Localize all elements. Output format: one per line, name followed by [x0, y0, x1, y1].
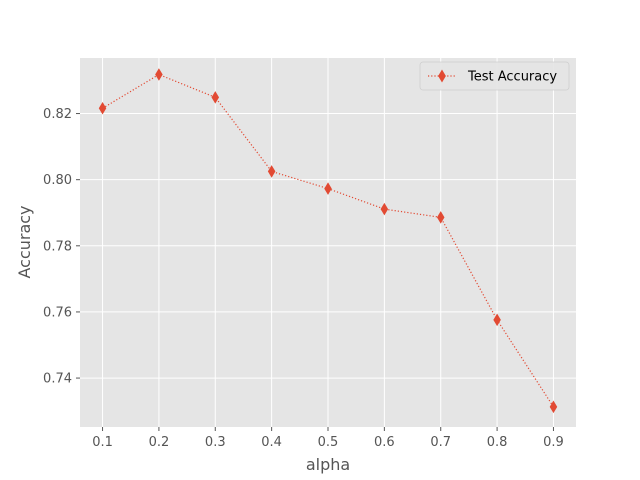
y-tick-labels: 0.74 0.76 0.78 0.80 0.82 — [43, 107, 80, 387]
legend: Test Accuracy — [419, 61, 570, 91]
legend-label: Test Accuracy — [467, 70, 557, 85]
y-axis-label: Accuracy — [15, 205, 34, 278]
grid-lines — [80, 58, 576, 427]
data-point-marker — [436, 211, 445, 224]
y-tick-label: 0.78 — [43, 239, 72, 254]
legend-marker — [438, 69, 446, 83]
data-point-marker — [267, 165, 276, 178]
x-tick-label: 0.9 — [543, 435, 564, 450]
y-tick-label: 0.80 — [43, 173, 72, 188]
x-tick-label: 0.1 — [92, 435, 113, 450]
y-tick-label: 0.76 — [43, 305, 72, 320]
data-point-marker — [98, 101, 107, 115]
x-axis-label: alpha — [306, 455, 350, 474]
data-point-marker — [211, 91, 220, 104]
x-tick-label: 0.4 — [261, 435, 282, 450]
x-tick-label: 0.8 — [487, 435, 508, 450]
legend-box — [419, 61, 570, 91]
x-tick-label: 0.2 — [149, 435, 170, 450]
x-tick-label: 0.7 — [430, 435, 451, 450]
x-tick-label: 0.5 — [318, 435, 339, 450]
x-tick-label: 0.3 — [205, 435, 226, 450]
x-tick-label: 0.6 — [374, 435, 395, 450]
data-point-marker — [380, 202, 389, 216]
y-tick-label: 0.82 — [43, 107, 72, 122]
data-point-marker — [155, 68, 163, 81]
x-tick-labels: 0.1 0.2 0.3 0.4 0.5 0.6 0.7 0.8 0.9 — [92, 427, 564, 450]
series-test-accuracy — [98, 68, 558, 414]
data-point-marker — [493, 313, 501, 327]
data-point-marker — [324, 182, 332, 195]
data-point-marker — [549, 400, 558, 414]
y-tick-label: 0.74 — [43, 372, 72, 387]
